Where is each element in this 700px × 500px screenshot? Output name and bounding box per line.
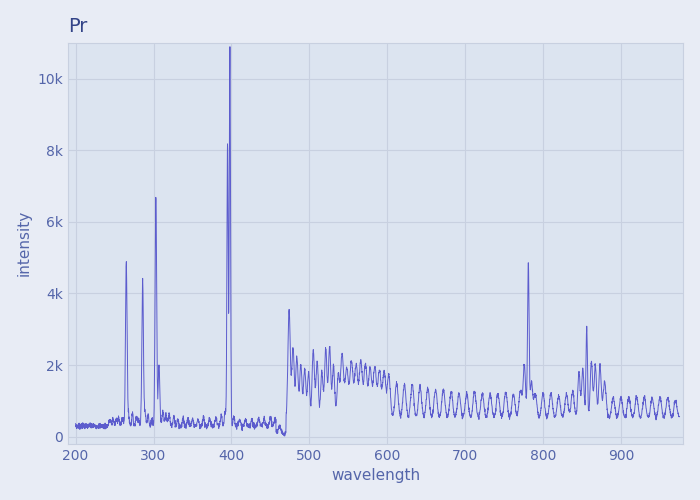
X-axis label: wavelength: wavelength — [331, 468, 420, 483]
Text: Pr: Pr — [68, 16, 88, 36]
Y-axis label: intensity: intensity — [17, 210, 32, 276]
